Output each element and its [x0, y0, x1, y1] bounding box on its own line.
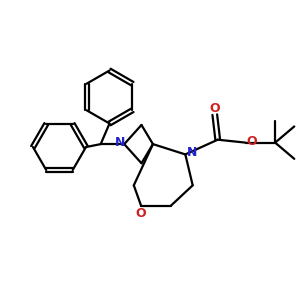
Text: O: O [135, 207, 146, 220]
Text: O: O [247, 135, 257, 148]
Text: N: N [115, 136, 125, 149]
Text: N: N [187, 146, 197, 159]
Text: O: O [209, 102, 220, 115]
